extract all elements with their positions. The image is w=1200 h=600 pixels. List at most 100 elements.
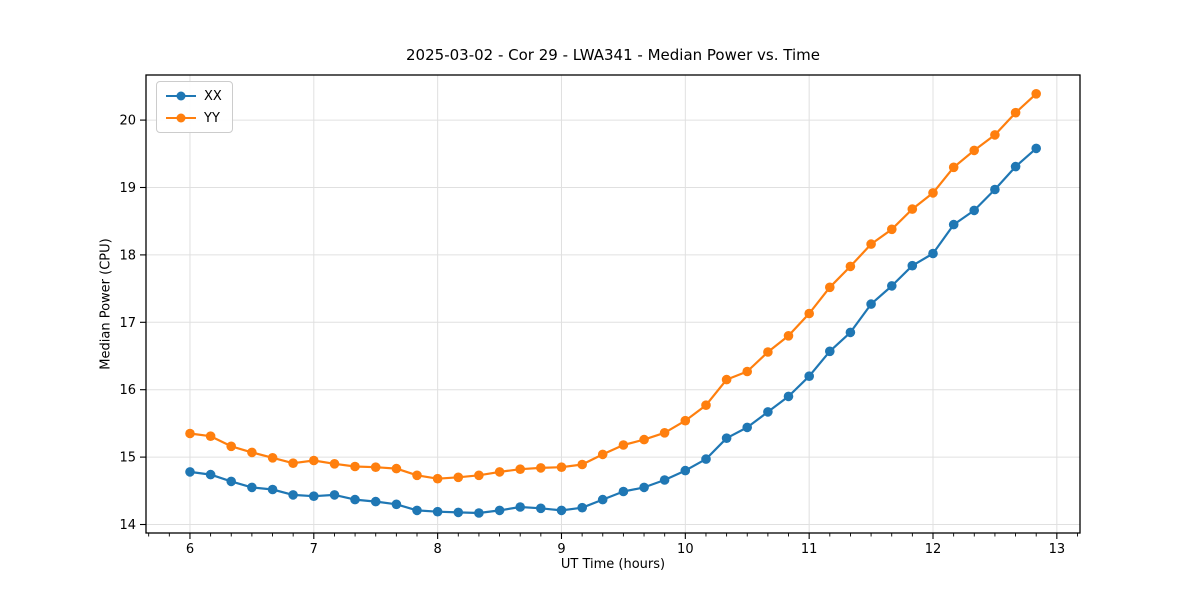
data-point-yy [247,447,257,458]
data-point-yy [267,453,278,463]
data-point-yy [391,463,402,474]
x-tick-label: 10 [677,542,694,557]
data-point-yy [887,224,897,235]
data-point-yy [474,470,484,481]
data-point-xx [226,476,236,487]
x-tick-label: 7 [310,542,318,557]
data-point-yy [680,415,691,426]
x-tick-label: 6 [186,542,194,557]
data-point-xx [825,346,835,357]
data-point-xx [577,502,587,513]
data-point-yy [804,308,814,319]
x-axis-label: UT Time (hours) [560,557,666,572]
data-point-xx [205,469,216,480]
data-point-xx [990,184,1000,195]
data-point-yy [515,464,525,475]
data-point-yy [948,162,959,173]
y-tick-label: 15 [119,451,136,466]
legend-marker-xx-icon [166,91,196,101]
data-point-xx [783,391,794,402]
data-point-xx [432,506,443,517]
data-point-xx [494,505,505,516]
data-point-xx [185,467,195,477]
data-point-xx [247,482,257,493]
data-point-yy [639,434,649,445]
data-point-yy [288,458,298,469]
data-point-yy [370,462,381,473]
y-tick-label: 17 [119,316,136,331]
data-point-yy [845,261,856,272]
data-point-xx [948,219,959,230]
data-point-xx [370,496,381,507]
data-point-xx [1010,161,1021,172]
data-point-xx [1031,143,1041,154]
data-point-yy [556,462,567,473]
data-point-yy [577,459,587,470]
data-point-xx [288,490,298,500]
data-point-xx [845,327,856,338]
series-line-yy [188,92,1038,480]
y-tick-label: 14 [119,518,136,533]
data-point-yy [1010,107,1021,118]
data-point-yy [205,431,216,442]
data-point-yy [350,461,360,472]
data-point-yy [226,441,236,452]
legend-label-yy: YY [204,110,220,126]
data-point-yy [825,282,835,293]
data-point-xx [618,486,629,497]
data-point-yy [928,188,938,198]
x-tick-label: 9 [557,542,565,557]
y-tick-label: 20 [119,114,136,129]
data-point-xx [659,475,670,485]
data-point-yy [453,472,464,483]
data-point-xx [536,503,546,514]
data-point-xx [887,281,897,291]
data-point-yy [866,239,876,249]
data-point-xx [474,508,484,518]
y-tick-label: 18 [119,248,136,263]
data-point-yy [494,467,505,477]
x-tick-label: 13 [1049,542,1066,557]
data-point-xx [329,490,340,500]
data-point-xx [267,484,278,495]
data-point-xx [907,260,918,271]
plot-box [145,74,1081,534]
legend: XX YY [156,81,233,133]
data-point-xx [639,482,649,493]
data-point-yy [1031,89,1041,99]
data-point-xx [763,407,773,417]
data-point-yy [412,470,422,481]
data-point-xx [969,205,979,216]
data-point-yy [659,428,670,438]
x-tick-label: 8 [434,542,442,557]
data-point-yy [618,440,629,450]
data-point-xx [309,491,319,502]
data-point-xx [515,502,525,512]
legend-label-xx: XX [204,88,222,104]
data-point-xx [680,465,691,476]
data-point-yy [783,331,794,341]
data-point-xx [597,494,608,505]
data-point-yy [721,374,732,385]
x-tick-label: 11 [801,542,818,557]
data-point-xx [804,371,814,382]
data-point-yy [597,449,608,460]
data-point-xx [391,499,402,510]
x-tick-label: 12 [925,542,942,557]
y-tick-label: 19 [119,181,136,196]
data-point-yy [309,455,319,466]
data-point-xx [701,454,711,464]
data-point-yy [763,347,773,357]
chart-title: 2025-03-02 - Cor 29 - LWA341 - Median Po… [406,46,820,64]
legend-item-xx: XX [166,87,222,105]
data-point-xx [721,433,732,444]
y-tick-label: 16 [119,383,136,398]
legend-item-yy: YY [166,109,222,127]
data-point-xx [556,505,567,516]
data-point-xx [742,422,752,433]
data-point-xx [412,505,422,516]
data-point-xx [928,248,938,259]
data-point-xx [350,494,360,505]
data-point-yy [536,463,546,473]
